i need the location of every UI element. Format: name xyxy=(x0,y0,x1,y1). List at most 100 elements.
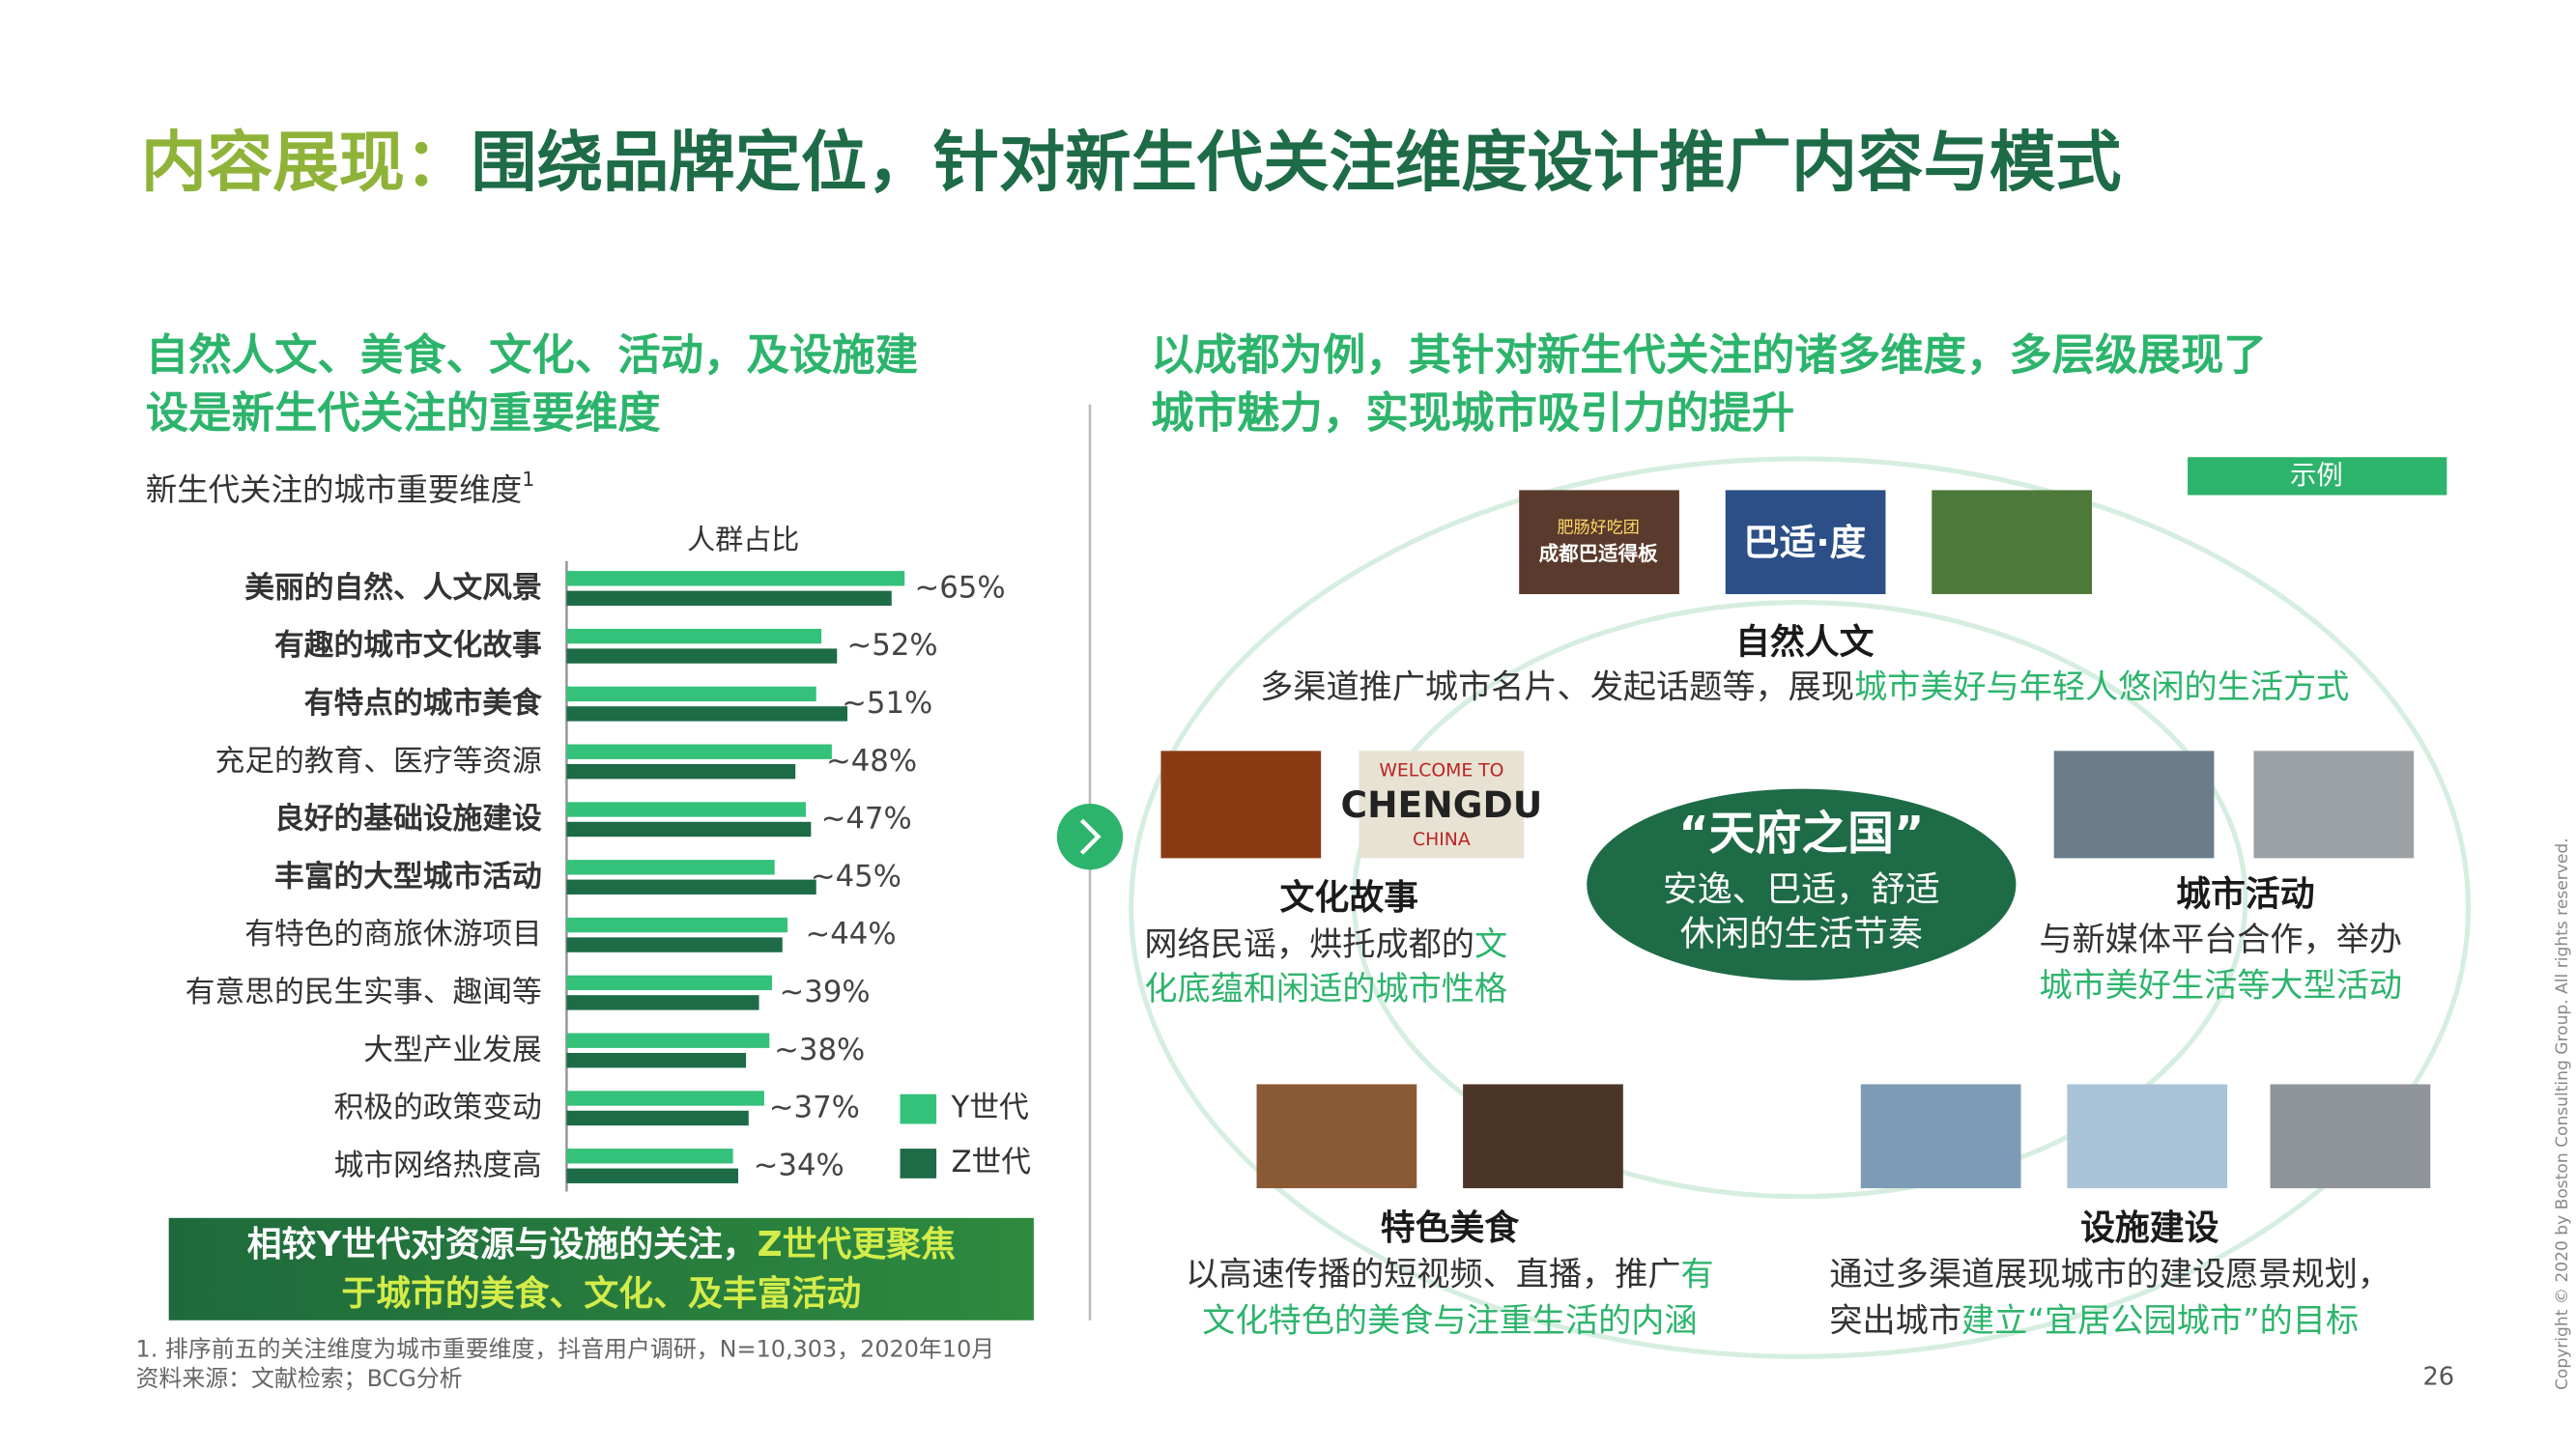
plain-text: 相较Y世代对资源与设施的关注， xyxy=(247,1225,758,1264)
bar xyxy=(566,648,838,664)
value-label: ~34% xyxy=(754,1148,844,1182)
bar xyxy=(566,1091,764,1106)
bar xyxy=(566,1052,747,1068)
bar xyxy=(566,1168,739,1183)
value-label: ~52% xyxy=(847,628,938,663)
category-label: 良好的基础设施建设 xyxy=(274,802,542,837)
bar xyxy=(566,975,772,991)
right-heading: 以成都为例，其针对新生代关注的诸多维度，多层级展现了 xyxy=(1151,331,2267,381)
text-line: 通过多渠道展现城市的建设愿景规划， xyxy=(1829,1255,2390,1293)
highlight-text: 文 xyxy=(1474,924,1507,963)
text-line: 突出城市建立“宜居公园城市”的目标 xyxy=(1829,1301,2359,1340)
outer-ring xyxy=(1129,456,2472,1359)
text-line: 化底蕴和闲适的城市性格 xyxy=(1144,970,1507,1009)
value-label: ~45% xyxy=(811,859,902,894)
footnote-mark: 1 xyxy=(522,468,534,491)
photo xyxy=(1519,490,1679,595)
photo xyxy=(2067,1084,2228,1189)
bar xyxy=(566,686,816,702)
photo xyxy=(1860,1084,2021,1189)
value-label: ~37% xyxy=(769,1091,860,1125)
text-line: 相较Y世代对资源与设施的关注，Z世代更聚焦 xyxy=(247,1225,956,1264)
plain-text: 以高速传播的短视频、直播，推广 xyxy=(1186,1255,1680,1293)
category-label: 有特色的商旅休游项目 xyxy=(244,917,542,952)
photo xyxy=(1725,490,1886,595)
right-heading: 城市魅力，实现城市吸引力的提升 xyxy=(1151,389,1794,439)
arrow-chevron xyxy=(1079,818,1102,855)
bar xyxy=(566,802,806,817)
highlight-text: 化底蕴和闲适的城市性格 xyxy=(1144,970,1507,1009)
category-label: 有特点的城市美食 xyxy=(304,686,542,721)
tag-box xyxy=(2188,457,2447,496)
text-line: 文化特色的美食与注重生活的内涵 xyxy=(1202,1301,1697,1340)
legend-label: Y世代 xyxy=(950,1091,1028,1125)
photo-text: CHENGDU xyxy=(1341,783,1543,826)
category-label: 有意思的民生实事、趣闻等 xyxy=(186,975,542,1009)
bar xyxy=(566,1033,770,1048)
photo-text: 成都巴适得板 xyxy=(1539,542,1658,565)
title-rest: 围绕品牌定位，针对新生代关注维度设计推广内容与模式 xyxy=(471,125,2121,201)
highlight-text: 于城市的美食、文化、及丰富活动 xyxy=(341,1273,861,1314)
text-line: 以高速传播的短视频、直播，推广有 xyxy=(1186,1255,1714,1293)
plain-text: 与新媒体平台合作，举办 xyxy=(2039,920,2402,958)
photo xyxy=(2053,751,2215,859)
category-label: 积极的政策变动 xyxy=(334,1091,542,1125)
block-title: 特色美食 xyxy=(1381,1208,1521,1248)
bar xyxy=(566,995,759,1010)
block-title: 城市活动 xyxy=(2176,875,2314,915)
photo-text: WELCOME TO xyxy=(1379,760,1503,781)
chart-subtitle: 新生代关注的城市重要维度1 xyxy=(146,468,534,508)
copyright: Copyright © 2020 by Boston Consulting Gr… xyxy=(2553,838,2572,1390)
block-title: 文化故事 xyxy=(1279,878,1417,918)
value-label: ~51% xyxy=(842,686,932,721)
photo-text: CHINA xyxy=(1413,830,1471,850)
text-line: 于城市的美食、文化、及丰富活动 xyxy=(341,1273,861,1314)
category-label: 美丽的自然、人文风景 xyxy=(244,570,542,605)
bar xyxy=(566,1110,749,1126)
photo xyxy=(2270,1084,2431,1189)
center-line: 休闲的生活节奏 xyxy=(1680,915,1923,954)
value-label: ~39% xyxy=(780,975,871,1009)
bar xyxy=(566,590,892,606)
highlight-text: 有 xyxy=(1681,1255,1714,1293)
legend-label: Z世代 xyxy=(951,1145,1031,1179)
bar xyxy=(566,917,788,933)
title-lead: 内容展现： xyxy=(141,125,472,201)
plain-text: 突出城市 xyxy=(1829,1301,1961,1340)
value-label: ~47% xyxy=(821,802,912,837)
photo xyxy=(1359,751,1525,859)
bar xyxy=(566,821,812,838)
chart-subtitle-text: 新生代关注的城市重要维度 xyxy=(146,471,522,508)
value-label: ~48% xyxy=(826,744,917,779)
text-line: 与新媒体平台合作，举办 xyxy=(2039,920,2402,958)
photo-text: 肥肠好吃团 xyxy=(1557,519,1639,538)
tag: 示例 xyxy=(2290,461,2343,491)
text-line: 网络民谣，烘托成都的文 xyxy=(1144,924,1507,963)
bar xyxy=(566,744,832,759)
value-label: ~38% xyxy=(774,1033,865,1067)
text-line: 城市美好生活等大型活动 xyxy=(2039,966,2402,1005)
highlight-text: Z世代更聚焦 xyxy=(758,1225,956,1264)
category-label: 丰富的大型城市活动 xyxy=(274,859,542,894)
center-line: 安逸、巴适，舒适 xyxy=(1663,870,1940,910)
legend-swatch xyxy=(900,1094,937,1124)
page-number: 26 xyxy=(2422,1363,2454,1392)
photo xyxy=(1463,1084,1623,1189)
highlight-text: 城市美好与年轻人悠闲的生活方式 xyxy=(1854,668,2349,706)
highlight-text: 建立“宜居公园城市”的目标 xyxy=(1961,1301,2359,1340)
arrow-circle xyxy=(1056,804,1124,870)
photo xyxy=(1932,490,2093,595)
category-label: 有趣的城市文化故事 xyxy=(274,628,542,663)
photo xyxy=(1160,751,1322,859)
center-title: “天府之国” xyxy=(1678,808,1924,861)
legend-swatch xyxy=(900,1149,937,1179)
bar xyxy=(566,1149,733,1164)
category-label: 大型产业发展 xyxy=(363,1033,542,1067)
plain-text: 多渠道推广城市名片、发起话题等，展现 xyxy=(1260,668,1854,706)
bar xyxy=(566,860,775,875)
block-title: 自然人文 xyxy=(1735,621,1875,662)
left-heading: 设是新生代关注的重要维度 xyxy=(146,389,661,439)
left-heading: 自然人文、美食、文化、活动，及设施建 xyxy=(146,331,919,381)
inner-ring xyxy=(1351,600,2248,1200)
